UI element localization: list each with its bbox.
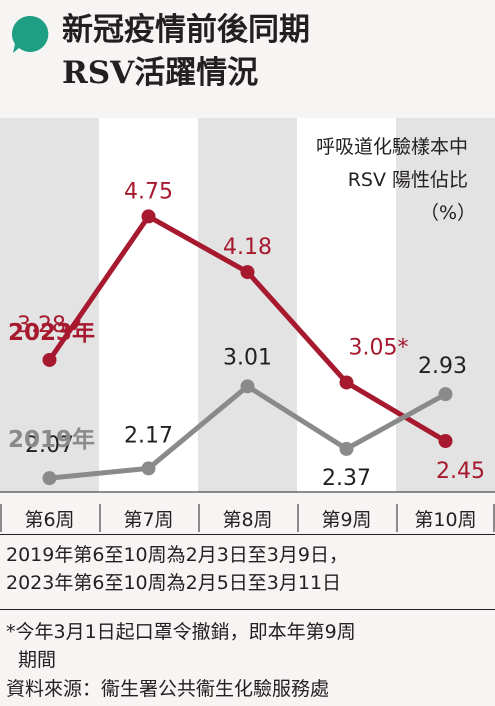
y-axis-label-line1: 呼吸道化驗樣本中	[316, 136, 468, 158]
footnote-line2: 期間	[18, 649, 57, 671]
line-chart: 第6周 第7周 第8周 第9周 第10周 3.28 4.75 4.18 3.05* 2.45 2.…	[0, 118, 495, 532]
data-label: 2.37	[322, 466, 371, 491]
date-range-note-2: 2023年第6至10周為2月5日至3月11日	[6, 572, 342, 594]
data-point	[42, 471, 57, 486]
source-note: 資料來源：衞生署公共衞生化驗服務處	[6, 678, 330, 700]
x-tick-label: 第6周	[24, 509, 74, 531]
data-point	[141, 461, 156, 476]
data-label: 2.07	[25, 433, 74, 458]
data-point	[240, 265, 255, 280]
divider-bottom	[0, 609, 495, 610]
data-point	[42, 352, 57, 367]
x-tick-label: 第8周	[222, 509, 272, 531]
category-band	[198, 118, 297, 492]
category-band	[396, 118, 495, 492]
data-label: 4.75	[124, 179, 173, 204]
data-point	[438, 387, 453, 402]
footnote-line1: *今年3月1日起口罩令撤銷，即本年第9周	[6, 621, 356, 643]
data-point	[240, 379, 255, 394]
x-tick-label: 第9周	[321, 509, 371, 531]
data-label: 3.05*	[349, 335, 409, 360]
speech-bubble-icon	[11, 15, 49, 54]
data-point	[438, 434, 453, 449]
data-label: 3.28	[17, 313, 66, 338]
data-label: 2.17	[124, 423, 173, 448]
x-tick-label: 第7周	[123, 509, 173, 531]
legend-2019: 2019年	[8, 426, 95, 453]
chart-title-line2: RSV活躍情況	[62, 55, 259, 91]
legend-2023: 2023年	[8, 319, 95, 346]
data-point	[141, 209, 156, 224]
divider-top	[0, 534, 495, 535]
data-label: 2.93	[418, 354, 467, 379]
data-label: 3.01	[223, 345, 272, 370]
y-axis-label-line3: （%）	[420, 202, 476, 224]
x-tick-label: 第10周	[414, 509, 476, 531]
y-axis-label-line2: RSV 陽性佔比	[348, 169, 468, 191]
category-band	[0, 118, 99, 492]
data-label: 4.18	[223, 235, 272, 260]
data-point	[339, 441, 354, 456]
date-range-note-1: 2019年第6至10周為2月3日至3月9日，	[6, 544, 348, 566]
data-point	[339, 375, 354, 390]
data-label: 2.45	[436, 459, 485, 484]
chart-title-line1: 新冠疫情前後同期	[62, 12, 310, 48]
